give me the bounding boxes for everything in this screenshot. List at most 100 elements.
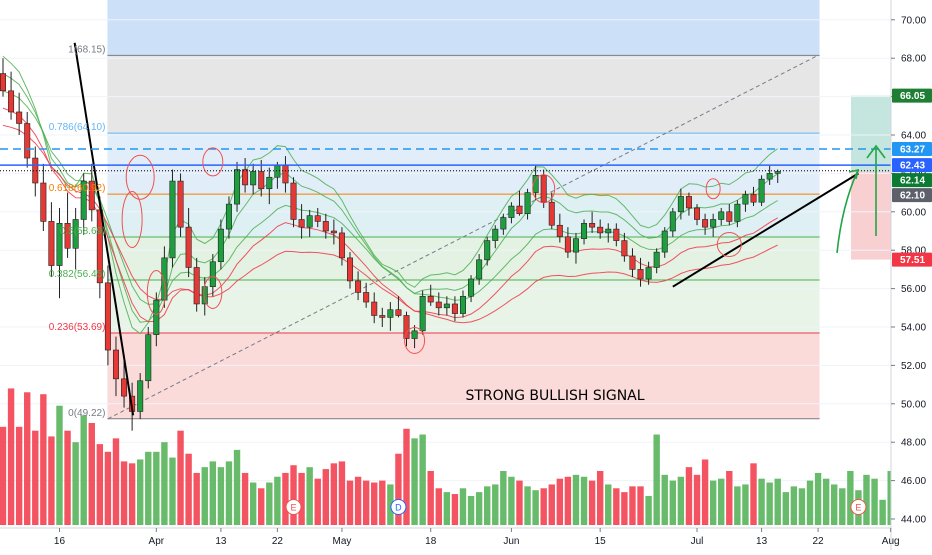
signal-annotation: STRONG BULLISH SIGNAL xyxy=(465,388,644,404)
candle-body xyxy=(104,282,111,351)
volume-bar xyxy=(40,394,47,525)
event-marker[interactable]: E xyxy=(285,499,302,515)
candle xyxy=(64,192,71,258)
candle-body xyxy=(234,169,241,205)
candle-body xyxy=(16,111,23,124)
volume-bar xyxy=(718,478,725,525)
volume-bar xyxy=(588,480,596,525)
volume-bar xyxy=(306,467,313,525)
price-tag-label: 62.10 xyxy=(900,191,925,202)
candle xyxy=(0,58,6,97)
volume-bar xyxy=(169,457,176,525)
candle-body xyxy=(314,215,321,222)
candle-body xyxy=(185,226,192,268)
candle-body xyxy=(581,223,588,239)
candle-body xyxy=(572,238,579,253)
price-tag-bg xyxy=(892,88,932,103)
ma-line xyxy=(2,73,778,323)
candle-body xyxy=(322,221,329,232)
volume-bar xyxy=(879,499,886,525)
price-axis-area[interactable] xyxy=(891,0,932,550)
candle-body xyxy=(48,221,55,266)
x-tick-label: Jun xyxy=(503,536,519,547)
volume-bar xyxy=(475,492,483,525)
volume-bar xyxy=(774,478,781,525)
candle xyxy=(702,213,709,235)
candle xyxy=(266,167,273,205)
time-axis-area[interactable] xyxy=(0,528,891,550)
candle-body xyxy=(443,303,450,309)
candle xyxy=(516,190,523,216)
candle-body xyxy=(8,90,15,113)
target-zone xyxy=(851,95,891,172)
event-marker-circle[interactable] xyxy=(285,499,302,515)
volume-bar xyxy=(322,469,329,525)
candle xyxy=(484,236,491,266)
volume-bar xyxy=(427,471,434,525)
volume-bar xyxy=(314,478,321,525)
volume-bar xyxy=(709,480,717,525)
candle-body xyxy=(225,203,232,230)
candle xyxy=(419,290,426,335)
volume-bar xyxy=(136,459,144,525)
volume-bar xyxy=(7,388,15,525)
price-tag-bg xyxy=(892,158,932,173)
candle xyxy=(774,169,781,183)
candle xyxy=(597,219,604,239)
candle xyxy=(363,282,370,308)
volume-bar xyxy=(451,494,459,525)
event-marker-circle[interactable] xyxy=(850,499,867,515)
event-marker[interactable]: D xyxy=(390,499,407,515)
candle-body xyxy=(685,196,692,209)
candle-body xyxy=(702,219,709,228)
candle xyxy=(605,223,612,243)
volume-bar xyxy=(24,392,31,525)
volume-bar xyxy=(532,490,539,525)
candle xyxy=(734,200,741,228)
candle-body xyxy=(56,223,63,266)
candle xyxy=(766,165,773,185)
y-tick-label: 70.00 xyxy=(901,15,926,26)
candle xyxy=(322,213,329,239)
candle xyxy=(742,190,749,212)
volume-bar xyxy=(88,423,95,525)
event-marker-circle[interactable] xyxy=(390,499,407,515)
y-tick-label: 64.00 xyxy=(901,131,926,142)
candle-body xyxy=(137,380,144,412)
candle-body xyxy=(484,240,491,261)
candle xyxy=(96,196,103,299)
candle xyxy=(459,290,466,318)
candle xyxy=(379,307,386,327)
candle xyxy=(411,325,418,349)
event-marker[interactable]: E xyxy=(850,499,867,515)
drawing-tools[interactable] xyxy=(0,42,891,416)
candle-body xyxy=(750,194,757,203)
candle xyxy=(225,196,232,239)
candle xyxy=(217,219,224,270)
candle xyxy=(500,213,507,235)
fib-label: 0.382(56.45) xyxy=(49,269,106,280)
y-tick-label: 68.00 xyxy=(901,54,926,65)
y-tick-label: 48.00 xyxy=(901,438,926,449)
volume-bar xyxy=(831,484,838,525)
candle xyxy=(112,336,119,397)
volume-bar xyxy=(806,480,814,525)
volume-bar xyxy=(548,484,555,525)
volume-bar xyxy=(185,453,192,525)
volume-bar xyxy=(742,484,749,525)
candle-body xyxy=(613,228,620,241)
price-tags: 66.05 63.27 62.43 62.14 62.10 57.51 xyxy=(892,88,932,267)
volume-bar xyxy=(798,488,806,525)
candle-body xyxy=(347,257,354,282)
fib-label: 0.618(60.92) xyxy=(49,183,106,194)
candle xyxy=(589,211,596,233)
candle-body xyxy=(742,194,749,205)
fib-retracement[interactable] xyxy=(107,54,820,420)
volume-bar xyxy=(661,474,668,525)
candle-body xyxy=(153,299,160,335)
volume-bar xyxy=(637,486,644,525)
volume-bar xyxy=(290,465,297,525)
fib-label: 0.786(64.10) xyxy=(49,122,106,133)
candle-body xyxy=(621,240,628,257)
